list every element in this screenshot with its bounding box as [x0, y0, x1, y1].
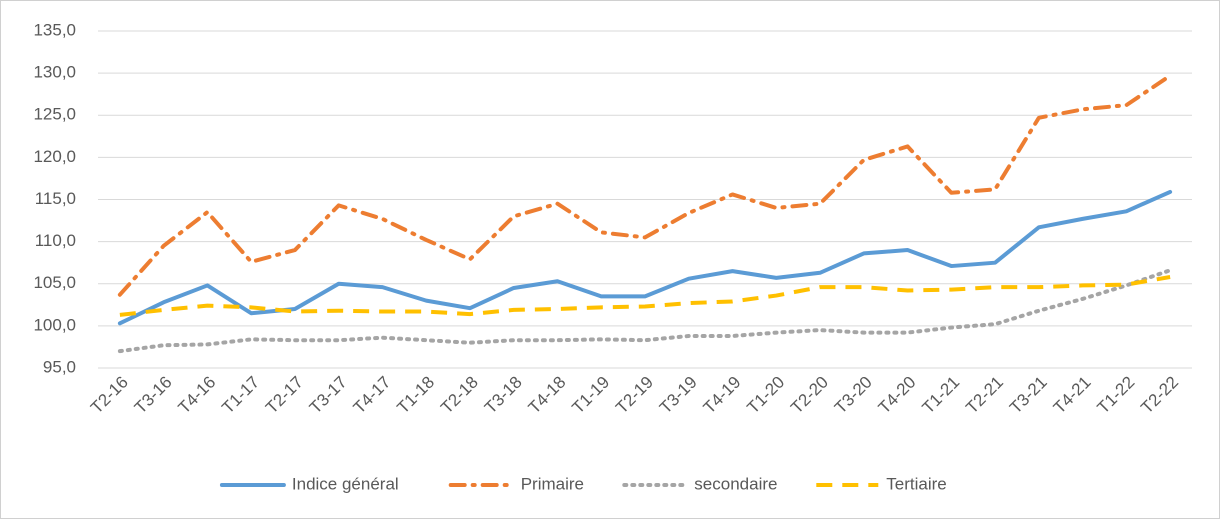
y-tick-label: 135,0: [33, 20, 76, 39]
y-tick-label: 130,0: [33, 63, 76, 82]
y-tick-label: 95,0: [43, 357, 76, 376]
y-tick-label: 120,0: [33, 147, 76, 166]
series-line: [117, 73, 1173, 297]
y-tick-label: 125,0: [33, 105, 76, 124]
y-tick-label: 110,0: [35, 231, 76, 250]
legend-label: Indice général: [292, 474, 399, 493]
y-tick-label: 115,0: [35, 189, 76, 208]
series-line: [117, 268, 1173, 354]
series-line: [119, 275, 1171, 317]
legend-label: Tertiaire: [886, 474, 946, 493]
series-line: [117, 189, 1173, 326]
y-tick-label: 100,0: [33, 315, 76, 334]
legend-label: secondaire: [694, 474, 777, 493]
legend-label: Primaire: [521, 474, 584, 493]
y-tick-label: 105,0: [33, 273, 76, 292]
